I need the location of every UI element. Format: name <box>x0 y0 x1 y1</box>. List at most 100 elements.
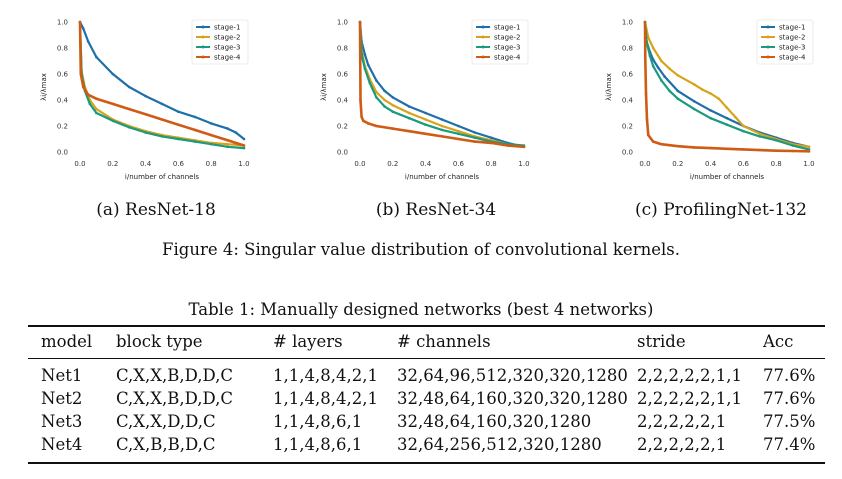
data-point-stage-4 <box>646 133 650 137</box>
data-point-stage-3 <box>383 105 386 108</box>
data-point-stage-4 <box>127 107 131 111</box>
y-tick-label: 0.4 <box>57 97 69 105</box>
data-point-stage-1 <box>111 72 115 76</box>
data-point-stage-3 <box>160 135 164 138</box>
table-header-layers: # layers <box>273 332 343 351</box>
table-cell-stride: 2,2,2,2,2,1 <box>637 412 727 431</box>
data-point-stage-2 <box>742 124 745 128</box>
legend-label-stage-2: stage-2 <box>779 34 805 42</box>
data-point-stage-1 <box>391 96 395 99</box>
data-point-stage-2 <box>701 88 704 91</box>
data-point-stage-1 <box>407 105 411 108</box>
legend-marker-stage-2 <box>201 35 205 39</box>
table-top-rule <box>28 325 825 327</box>
y-axis-label: λi/λmax <box>605 73 613 101</box>
data-point-stage-4 <box>375 124 378 128</box>
data-point-stage-1 <box>440 118 444 121</box>
x-tick-label: 0.4 <box>420 160 432 168</box>
data-point-stage-1 <box>709 109 712 112</box>
data-point-stage-3 <box>95 111 98 115</box>
data-point-stage-4 <box>81 85 85 89</box>
data-point-stage-4 <box>209 133 213 137</box>
chart-resnet34: 0.0 0.2 0.4 0.6 0.8 1.0 0.0 0.2 0.4 0.6 0.8 1.0 i/nu… <box>290 6 562 196</box>
data-point-stage-3 <box>424 123 427 126</box>
table-cell-channels: 32,64,96,512,320,320,1280 <box>397 366 628 385</box>
data-point-stage-3 <box>758 135 762 138</box>
data-point-stage-4 <box>644 57 647 60</box>
data-point-stage-3 <box>209 142 213 146</box>
legend-label-stage-2: stage-2 <box>214 34 240 42</box>
data-point-stage-4 <box>86 93 90 97</box>
data-point-stage-3 <box>111 119 115 123</box>
x-tick-label: 0.4 <box>140 160 152 168</box>
data-point-stage-3 <box>709 116 712 120</box>
series-line-stage-1 <box>79 21 245 140</box>
y-tick-label: 0.0 <box>337 149 348 157</box>
x-tick-label: 0.2 <box>107 160 118 168</box>
legend-label-stage-4: stage-4 <box>214 54 241 62</box>
y-tick-label: 0.8 <box>337 45 348 53</box>
legend-marker-stage-4 <box>201 55 205 59</box>
data-point-stage-4 <box>366 122 370 125</box>
data-point-stage-1 <box>424 111 427 115</box>
data-point-stage-4 <box>774 149 778 152</box>
legend-label-stage-2: stage-2 <box>494 34 520 42</box>
data-point-stage-3 <box>774 139 778 142</box>
legend-label-stage-4: stage-4 <box>779 54 806 62</box>
legend-label-stage-4: stage-4 <box>494 54 521 62</box>
legend-box <box>756 19 814 65</box>
data-point-stage-3 <box>407 116 411 120</box>
table-cell-stride: 2,2,2,2,2,1,1 <box>637 366 742 385</box>
data-point-stage-4 <box>725 147 729 151</box>
legend-marker-stage-3 <box>766 45 770 49</box>
legend-marker-stage-4 <box>481 55 485 59</box>
table-cell-model: Net3 <box>41 412 83 431</box>
data-point-stage-4 <box>407 129 411 133</box>
data-point-stage-4 <box>144 113 147 116</box>
table-cell-channels: 32,48,64,160,320,320,1280 <box>397 389 628 408</box>
data-point-stage-2 <box>692 83 696 86</box>
x-tick-label: 0.2 <box>672 160 683 168</box>
y-tick-label: 0.6 <box>622 71 634 79</box>
data-point-stage-3 <box>363 67 367 71</box>
chart-profilingnet132-svg: 0.0 0.2 0.4 0.6 0.8 1.0 0.0 0.2 0.4 0.6 0.8 1.0 i/nu… <box>605 18 815 181</box>
data-point-stage-2 <box>391 103 395 107</box>
table-cell-acc: 77.4% <box>763 435 816 454</box>
y-tick-label: 0.4 <box>622 97 634 105</box>
data-point-stage-2 <box>226 142 229 146</box>
data-point-stage-3 <box>668 89 671 93</box>
legend-marker-stage-2 <box>766 35 770 39</box>
data-point-stage-1 <box>226 127 229 130</box>
data-point-stage-3 <box>648 54 652 58</box>
x-tick-label: 0.8 <box>771 160 782 168</box>
data-point-stage-4 <box>79 72 83 76</box>
data-point-stage-1 <box>95 55 98 59</box>
data-point-stage-1 <box>160 102 164 106</box>
data-point-stage-4 <box>807 150 811 153</box>
data-point-stage-1 <box>177 110 180 113</box>
data-point-stage-1 <box>383 89 386 93</box>
data-point-stage-4 <box>676 144 680 148</box>
data-point-stage-1 <box>193 115 197 119</box>
data-point-stage-4 <box>226 139 229 142</box>
y-tick-label: 1.0 <box>337 19 348 27</box>
table-cell-stride: 2,2,2,2,2,1,1 <box>637 389 742 408</box>
data-point-stage-4 <box>359 98 362 102</box>
data-point-stage-4 <box>644 92 648 95</box>
x-tick-label: 0.4 <box>705 160 717 168</box>
x-tick-label: 0.6 <box>738 160 750 168</box>
x-axis-label: i/number of channels <box>405 173 480 181</box>
table-cell-acc: 77.6% <box>763 366 816 385</box>
data-point-stage-4 <box>360 115 363 119</box>
data-point-stage-4 <box>95 97 98 100</box>
y-tick-label: 0.0 <box>57 149 68 157</box>
y-tick-label: 1.0 <box>57 19 68 27</box>
table-cell-block-type: C,X,X,D,D,C <box>116 412 216 431</box>
data-point-stage-1 <box>473 131 477 134</box>
data-point-stage-1 <box>663 75 666 78</box>
table-cell-stride: 2,2,2,2,2,1 <box>637 435 727 454</box>
table-cell-acc: 77.5% <box>763 412 816 431</box>
chart-resnet18: 0.0 0.2 0.4 0.6 0.8 1.0 0.0 0.2 0.4 0.6 0.8 1.0 i/nu… <box>10 6 282 196</box>
subcaption-b: (b) ResNet-34 <box>375 200 497 220</box>
table-bottom-rule <box>28 462 825 464</box>
